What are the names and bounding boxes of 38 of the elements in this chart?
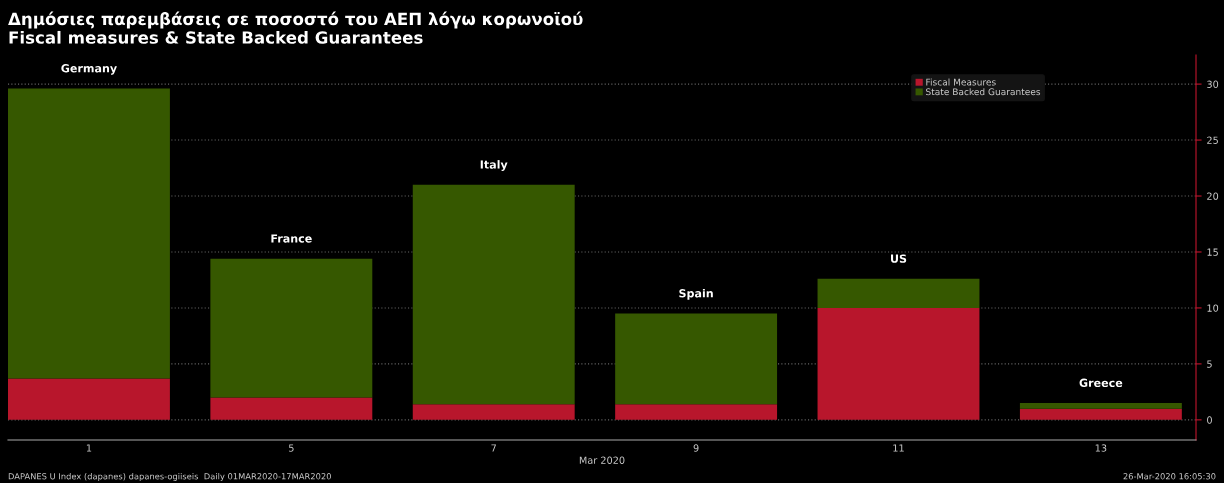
x-tick-label: 13 — [1095, 444, 1107, 452]
y-tick-label: 0 — [1207, 416, 1212, 424]
x-tick-label: 7 — [491, 444, 496, 452]
y-tick-label: 15 — [1207, 248, 1218, 256]
y-tick-label: 30 — [1207, 80, 1219, 88]
chart-subtitle: Fiscal measures & State Backed Guarantees — [9, 30, 423, 44]
bar — [817, 307, 980, 420]
bar — [817, 278, 980, 308]
bar — [210, 258, 373, 398]
annotation: Germany — [61, 64, 117, 75]
text: 26-Mar-2020 16:05:30 — [1123, 473, 1216, 480]
bar — [615, 313, 778, 405]
annotation: France — [271, 234, 312, 243]
bar — [1019, 403, 1182, 409]
annotation: Greece — [1079, 378, 1123, 388]
legend-label: Fiscal Measures — [926, 78, 996, 86]
bar — [8, 378, 170, 420]
bar — [412, 184, 575, 405]
bar — [8, 88, 170, 379]
annotation: Spain — [679, 288, 713, 300]
bar — [1019, 408, 1182, 420]
annotation: Italy — [480, 160, 508, 171]
y-tick-label: 10 — [1207, 304, 1219, 312]
x-tick-label: 5 — [289, 444, 294, 452]
y-tick-label: 5 — [1207, 360, 1212, 368]
text: DAPANES U Index (dapanes) dapanes-ogiiseis Daily 01MAR2020-17MAR2020 — [8, 472, 331, 482]
x-tick-label: 9 — [693, 444, 699, 452]
bar — [615, 404, 778, 420]
y-tick-label: 20 — [1207, 192, 1219, 200]
legend-label: State Backed Guarantees — [926, 88, 1041, 96]
bar — [210, 397, 373, 420]
x-tick-label: 1 — [86, 444, 92, 452]
x-tick-label: 11 — [893, 444, 904, 452]
annotation: US — [891, 254, 907, 263]
y-tick-label: 25 — [1207, 136, 1218, 144]
bar — [412, 404, 575, 420]
x-axis-title: Mar 2020 — [579, 456, 625, 464]
chart-title: Δημόσιες παρεμβάσεις σε ποσοστό του ΑΕΠ λόγω κορωνοϊού — [8, 11, 583, 29]
